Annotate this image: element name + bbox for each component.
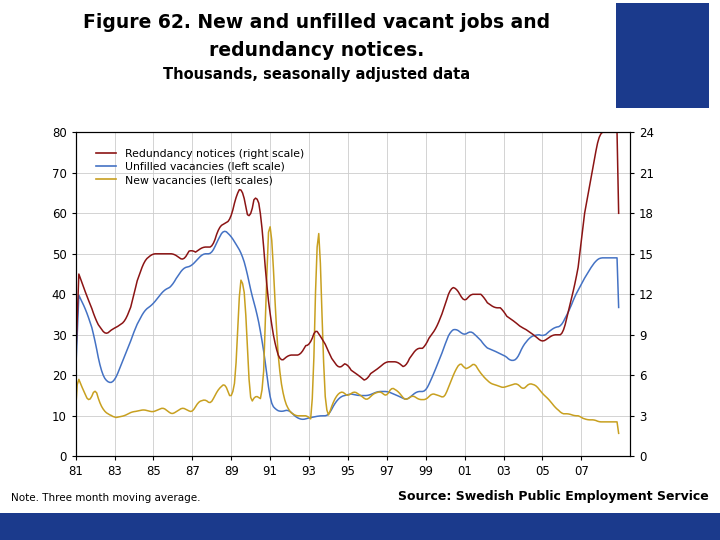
Text: Figure 62. New and unfilled vacant jobs and: Figure 62. New and unfilled vacant jobs … bbox=[84, 14, 550, 32]
Text: Thousands, seasonally adjusted data: Thousands, seasonally adjusted data bbox=[163, 68, 470, 83]
Redundancy notices (right scale) bbox=[517, 324, 526, 330]
New vacancies (left scales) bbox=[233, 326, 242, 332]
Redundancy notices (right scale) bbox=[523, 328, 532, 334]
Unfilled vacancies (left scale) bbox=[192, 258, 200, 265]
New vacancies (left scales) bbox=[78, 384, 86, 390]
New vacancies (left scales) bbox=[523, 382, 532, 388]
New vacancies (left scales) bbox=[71, 407, 80, 414]
New vacancies (left scales) bbox=[192, 403, 200, 410]
Text: Source: Swedish Public Employment Service: Source: Swedish Public Employment Servic… bbox=[398, 490, 709, 503]
Redundancy notices (right scale) bbox=[192, 249, 200, 255]
Unfilled vacancies (left scale) bbox=[379, 388, 388, 395]
Unfilled vacancies (left scale) bbox=[235, 246, 243, 253]
Text: redundancy notices.: redundancy notices. bbox=[210, 40, 424, 59]
Redundancy notices (right scale) bbox=[360, 377, 369, 383]
New vacancies (left scales) bbox=[266, 224, 274, 230]
Unfilled vacancies (left scale) bbox=[614, 304, 623, 310]
Redundancy notices (right scale) bbox=[233, 190, 242, 196]
Redundancy notices (right scale) bbox=[598, 129, 607, 136]
Text: Note. Three month moving average.: Note. Three month moving average. bbox=[11, 493, 200, 503]
New vacancies (left scales) bbox=[517, 384, 526, 391]
Unfilled vacancies (left scale) bbox=[71, 371, 80, 377]
Unfilled vacancies (left scale) bbox=[78, 299, 86, 305]
Redundancy notices (right scale) bbox=[71, 360, 80, 366]
Unfilled vacancies (left scale) bbox=[220, 228, 229, 234]
Legend: Redundancy notices (right scale), Unfilled vacancies (left scale), New vacancies: Redundancy notices (right scale), Unfill… bbox=[92, 144, 308, 190]
Line: New vacancies (left scales): New vacancies (left scales) bbox=[76, 227, 618, 433]
Unfilled vacancies (left scale) bbox=[298, 416, 307, 422]
Redundancy notices (right scale) bbox=[614, 210, 623, 217]
Line: Unfilled vacancies (left scale): Unfilled vacancies (left scale) bbox=[76, 231, 618, 419]
Line: Redundancy notices (right scale): Redundancy notices (right scale) bbox=[76, 132, 618, 380]
New vacancies (left scales) bbox=[378, 389, 387, 396]
New vacancies (left scales) bbox=[614, 430, 623, 436]
Unfilled vacancies (left scale) bbox=[518, 343, 527, 350]
Redundancy notices (right scale) bbox=[378, 362, 387, 368]
Redundancy notices (right scale) bbox=[78, 280, 86, 286]
Unfilled vacancies (left scale) bbox=[525, 335, 534, 341]
